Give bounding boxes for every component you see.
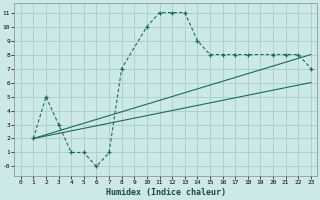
X-axis label: Humidex (Indice chaleur): Humidex (Indice chaleur) xyxy=(106,188,226,197)
